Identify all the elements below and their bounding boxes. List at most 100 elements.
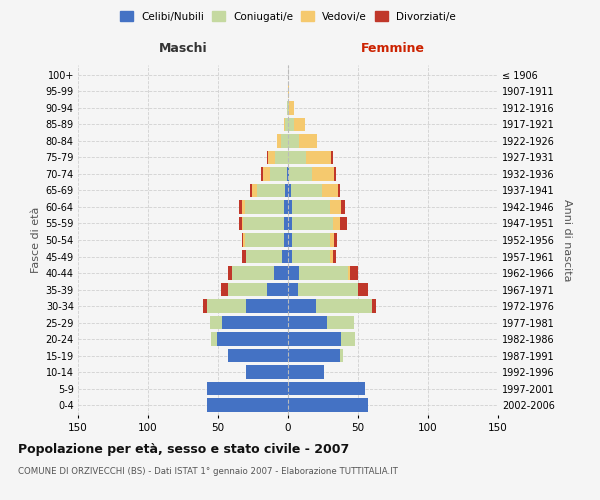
Bar — [228, 349, 288, 362]
Bar — [340, 349, 343, 362]
Bar — [257, 184, 285, 197]
Bar — [333, 217, 340, 230]
Bar — [209, 316, 222, 329]
Bar — [288, 168, 289, 180]
Bar — [288, 382, 365, 395]
Bar — [284, 200, 288, 213]
Bar — [251, 184, 257, 197]
Bar — [372, 300, 376, 312]
Bar — [285, 184, 288, 197]
Bar — [284, 234, 288, 246]
Bar — [239, 200, 242, 213]
Bar — [267, 283, 288, 296]
Bar — [340, 217, 347, 230]
Bar — [250, 184, 251, 197]
Bar — [274, 266, 288, 280]
Bar — [333, 250, 335, 263]
Bar — [288, 398, 368, 411]
Bar — [288, 217, 292, 230]
Bar — [299, 266, 348, 280]
Bar — [291, 184, 322, 197]
Bar — [242, 234, 243, 246]
Bar — [287, 102, 288, 114]
Bar — [289, 102, 293, 114]
Bar — [338, 184, 340, 197]
Text: COMUNE DI ORZIVECCHI (BS) - Dati ISTAT 1° gennaio 2007 - Elaborazione TUTTITALIA: COMUNE DI ORZIVECCHI (BS) - Dati ISTAT 1… — [18, 468, 398, 476]
Bar — [268, 151, 275, 164]
Bar — [288, 85, 289, 98]
Bar — [292, 200, 330, 213]
Bar — [312, 168, 334, 180]
Bar — [228, 266, 232, 280]
Bar — [284, 217, 288, 230]
Text: Popolazione per età, sesso e stato civile - 2007: Popolazione per età, sesso e stato civil… — [18, 442, 349, 456]
Bar — [284, 118, 285, 131]
Bar — [239, 217, 242, 230]
Bar — [288, 184, 291, 197]
Bar — [334, 234, 337, 246]
Bar — [288, 332, 341, 345]
Bar — [221, 283, 228, 296]
Bar — [288, 366, 325, 378]
Bar — [298, 283, 358, 296]
Bar — [275, 151, 288, 164]
Bar — [245, 200, 284, 213]
Bar — [288, 283, 298, 296]
Bar — [246, 250, 283, 263]
Bar — [207, 300, 246, 312]
Y-axis label: Fasce di età: Fasce di età — [31, 207, 41, 273]
Bar — [316, 300, 372, 312]
Bar — [341, 332, 355, 345]
Bar — [246, 366, 288, 378]
Bar — [232, 266, 274, 280]
Bar — [292, 217, 333, 230]
Bar — [288, 118, 293, 131]
Bar — [289, 168, 312, 180]
Bar — [263, 168, 270, 180]
Bar — [288, 316, 327, 329]
Bar — [203, 300, 207, 312]
Bar — [285, 118, 288, 131]
Bar — [211, 332, 217, 345]
Bar — [222, 316, 288, 329]
Bar — [277, 134, 281, 147]
Bar — [288, 266, 299, 280]
Bar — [341, 200, 346, 213]
Bar — [299, 134, 317, 147]
Bar — [262, 168, 263, 180]
Bar — [281, 134, 288, 147]
Bar — [358, 283, 368, 296]
Bar — [242, 217, 243, 230]
Bar — [322, 184, 338, 197]
Bar — [270, 168, 287, 180]
Bar — [246, 300, 288, 312]
Legend: Celibi/Nubili, Coniugati/e, Vedovi/e, Divorziati/e: Celibi/Nubili, Coniugati/e, Vedovi/e, Di… — [116, 7, 460, 26]
Bar — [331, 151, 333, 164]
Bar — [330, 250, 333, 263]
Bar — [217, 332, 288, 345]
Bar — [288, 200, 292, 213]
Bar — [334, 168, 335, 180]
Bar — [292, 234, 330, 246]
Bar — [242, 250, 246, 263]
Bar — [287, 168, 288, 180]
Bar — [288, 250, 292, 263]
Bar — [292, 250, 330, 263]
Bar — [242, 200, 245, 213]
Text: Maschi: Maschi — [158, 42, 208, 55]
Bar — [243, 217, 284, 230]
Bar — [330, 234, 334, 246]
Bar — [288, 134, 299, 147]
Bar — [288, 300, 316, 312]
Bar — [228, 283, 267, 296]
Bar — [350, 266, 358, 280]
Bar — [207, 398, 288, 411]
Bar — [288, 234, 292, 246]
Y-axis label: Anni di nascita: Anni di nascita — [562, 198, 572, 281]
Bar — [330, 200, 341, 213]
Text: Femmine: Femmine — [361, 42, 425, 55]
Bar — [327, 316, 354, 329]
Bar — [245, 234, 284, 246]
Bar — [288, 151, 306, 164]
Bar — [293, 118, 305, 131]
